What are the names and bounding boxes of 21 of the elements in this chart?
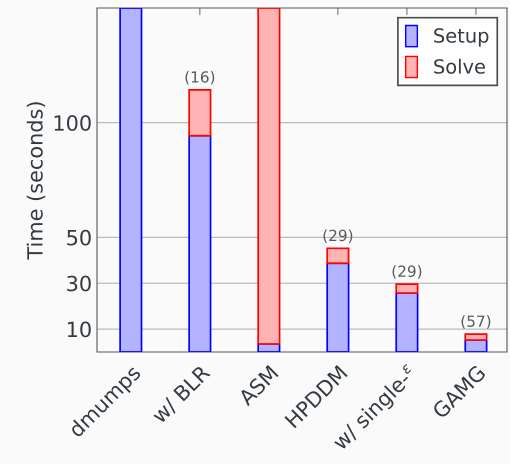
y-tick-label: 30 [67,276,91,292]
bar [257,8,280,345]
y-tick-label: 50 [67,230,91,246]
bar [395,283,418,294]
y-tick-label: 10 [68,322,91,338]
bar [326,262,350,352]
annotation: (57) [462,315,490,329]
y-tick-label: 100 [54,115,91,131]
bar [395,292,418,352]
bar [326,248,350,264]
legend-label: Solve [434,58,485,74]
legend-label: Setup [434,28,488,47]
annotation: (16) [185,70,214,85]
y-axis-title: Time (seconds) [26,102,46,260]
annotation: (29) [392,265,422,279]
bar [188,89,212,137]
bar [188,134,212,352]
annotation: (29) [324,229,352,244]
bar [119,8,142,352]
bar [464,333,488,341]
x-tick-label: w/ BLR [150,364,212,426]
